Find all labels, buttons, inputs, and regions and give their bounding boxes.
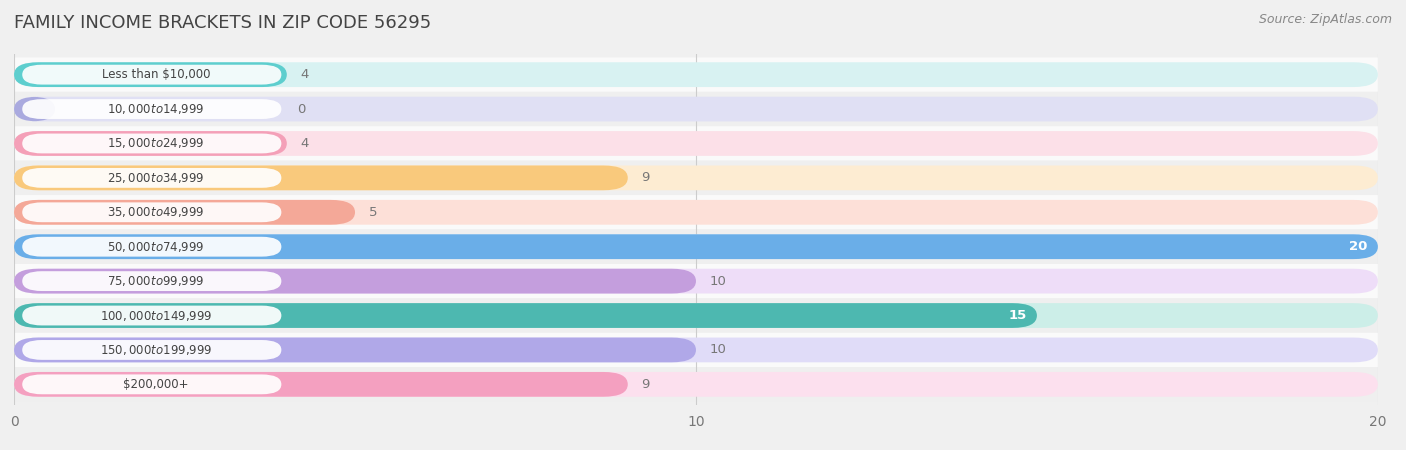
Text: Less than $10,000: Less than $10,000 [101,68,209,81]
Text: $150,000 to $199,999: $150,000 to $199,999 [100,343,212,357]
FancyBboxPatch shape [0,367,1406,401]
FancyBboxPatch shape [14,303,1378,328]
FancyBboxPatch shape [14,62,1378,87]
FancyBboxPatch shape [0,58,1406,92]
Text: $35,000 to $49,999: $35,000 to $49,999 [107,205,205,219]
FancyBboxPatch shape [0,264,1406,298]
Text: 15: 15 [1008,309,1026,322]
FancyBboxPatch shape [22,65,281,85]
FancyBboxPatch shape [0,161,1406,195]
FancyBboxPatch shape [22,306,281,325]
FancyBboxPatch shape [14,338,1378,362]
FancyBboxPatch shape [22,202,281,222]
Text: $75,000 to $99,999: $75,000 to $99,999 [107,274,205,288]
FancyBboxPatch shape [14,131,1378,156]
FancyBboxPatch shape [14,166,627,190]
FancyBboxPatch shape [14,97,1378,122]
Text: 10: 10 [710,343,727,356]
FancyBboxPatch shape [14,200,356,225]
FancyBboxPatch shape [22,271,281,291]
Text: $15,000 to $24,999: $15,000 to $24,999 [107,136,205,150]
FancyBboxPatch shape [14,303,1038,328]
FancyBboxPatch shape [0,333,1406,367]
FancyBboxPatch shape [14,338,696,362]
FancyBboxPatch shape [14,166,1378,190]
FancyBboxPatch shape [14,372,1378,397]
Text: $200,000+: $200,000+ [124,378,188,391]
FancyBboxPatch shape [14,234,1378,259]
FancyBboxPatch shape [0,92,1406,126]
FancyBboxPatch shape [0,298,1406,333]
Text: 10: 10 [710,274,727,288]
Text: 4: 4 [301,68,309,81]
FancyBboxPatch shape [14,131,287,156]
FancyBboxPatch shape [22,168,281,188]
Text: 20: 20 [1350,240,1368,253]
FancyBboxPatch shape [22,237,281,256]
Text: $50,000 to $74,999: $50,000 to $74,999 [107,240,205,254]
FancyBboxPatch shape [14,269,1378,293]
FancyBboxPatch shape [14,97,55,122]
Text: Source: ZipAtlas.com: Source: ZipAtlas.com [1258,14,1392,27]
Text: 5: 5 [368,206,377,219]
Text: 9: 9 [641,171,650,184]
FancyBboxPatch shape [22,340,281,360]
FancyBboxPatch shape [14,62,287,87]
Text: 0: 0 [297,103,305,116]
FancyBboxPatch shape [14,372,627,397]
FancyBboxPatch shape [14,269,696,293]
FancyBboxPatch shape [22,374,281,394]
Text: $10,000 to $14,999: $10,000 to $14,999 [107,102,205,116]
FancyBboxPatch shape [22,134,281,153]
Text: FAMILY INCOME BRACKETS IN ZIP CODE 56295: FAMILY INCOME BRACKETS IN ZIP CODE 56295 [14,14,432,32]
FancyBboxPatch shape [0,230,1406,264]
FancyBboxPatch shape [0,126,1406,161]
FancyBboxPatch shape [14,200,1378,225]
Text: 4: 4 [301,137,309,150]
Text: $100,000 to $149,999: $100,000 to $149,999 [100,309,212,323]
FancyBboxPatch shape [14,234,1378,259]
FancyBboxPatch shape [22,99,281,119]
FancyBboxPatch shape [0,195,1406,230]
Text: 9: 9 [641,378,650,391]
Text: $25,000 to $34,999: $25,000 to $34,999 [107,171,205,185]
